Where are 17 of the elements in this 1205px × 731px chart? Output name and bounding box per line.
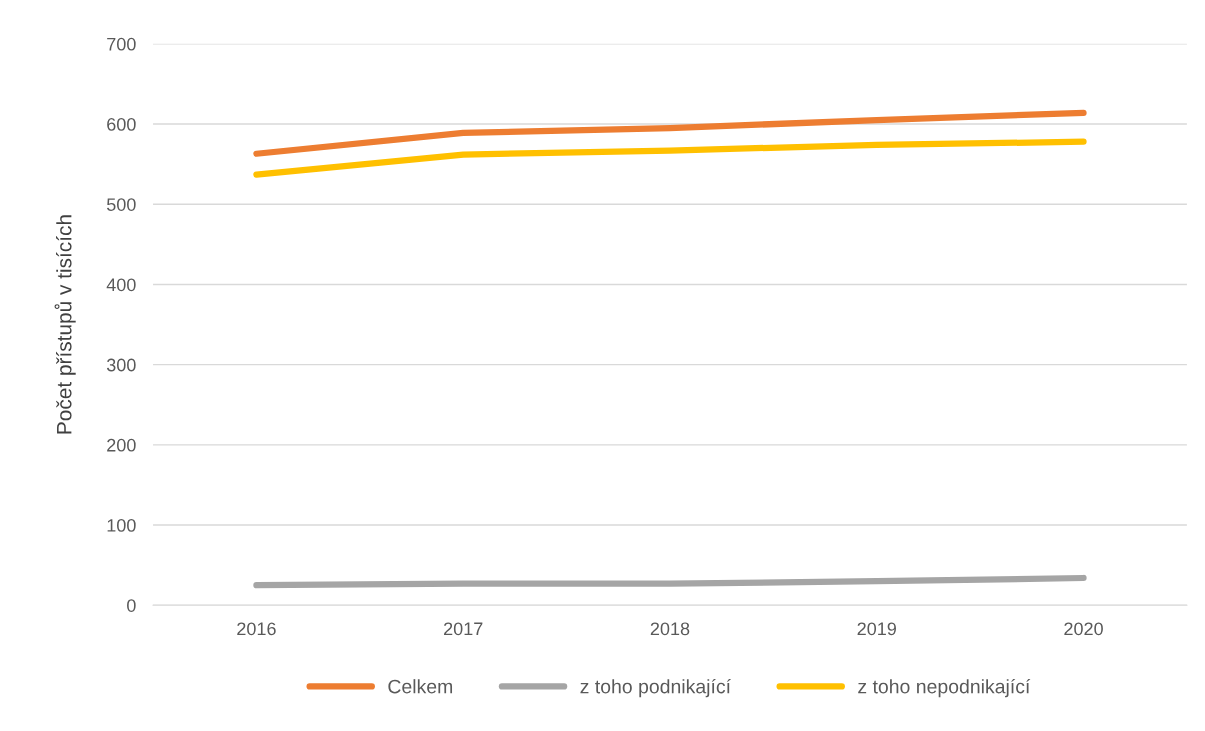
x-tick-label: 2016 xyxy=(237,622,276,636)
y-tick-label: 500 xyxy=(106,198,136,211)
y-tick-label: 0 xyxy=(127,599,136,612)
legend-label: z toho podnikající xyxy=(580,678,731,698)
x-tick-label: 2017 xyxy=(444,622,483,636)
legend-label: z toho nepodnikající xyxy=(858,678,1031,698)
y-tick-label: 300 xyxy=(106,358,136,372)
y-axis-title: Počet přístupů v tisících xyxy=(54,215,76,434)
x-tick-label: 2018 xyxy=(650,622,690,636)
y-tick-label: 200 xyxy=(107,438,136,452)
x-tick-label: 2019 xyxy=(857,622,896,636)
y-tick-label: 700 xyxy=(107,37,136,51)
y-tick-label: 400 xyxy=(106,278,136,292)
y-tick-label: 100 xyxy=(107,519,136,532)
x-tick-label: 2020 xyxy=(1064,622,1103,636)
y-tick-label: 600 xyxy=(107,118,136,131)
legend-label: Celkem xyxy=(388,679,453,694)
